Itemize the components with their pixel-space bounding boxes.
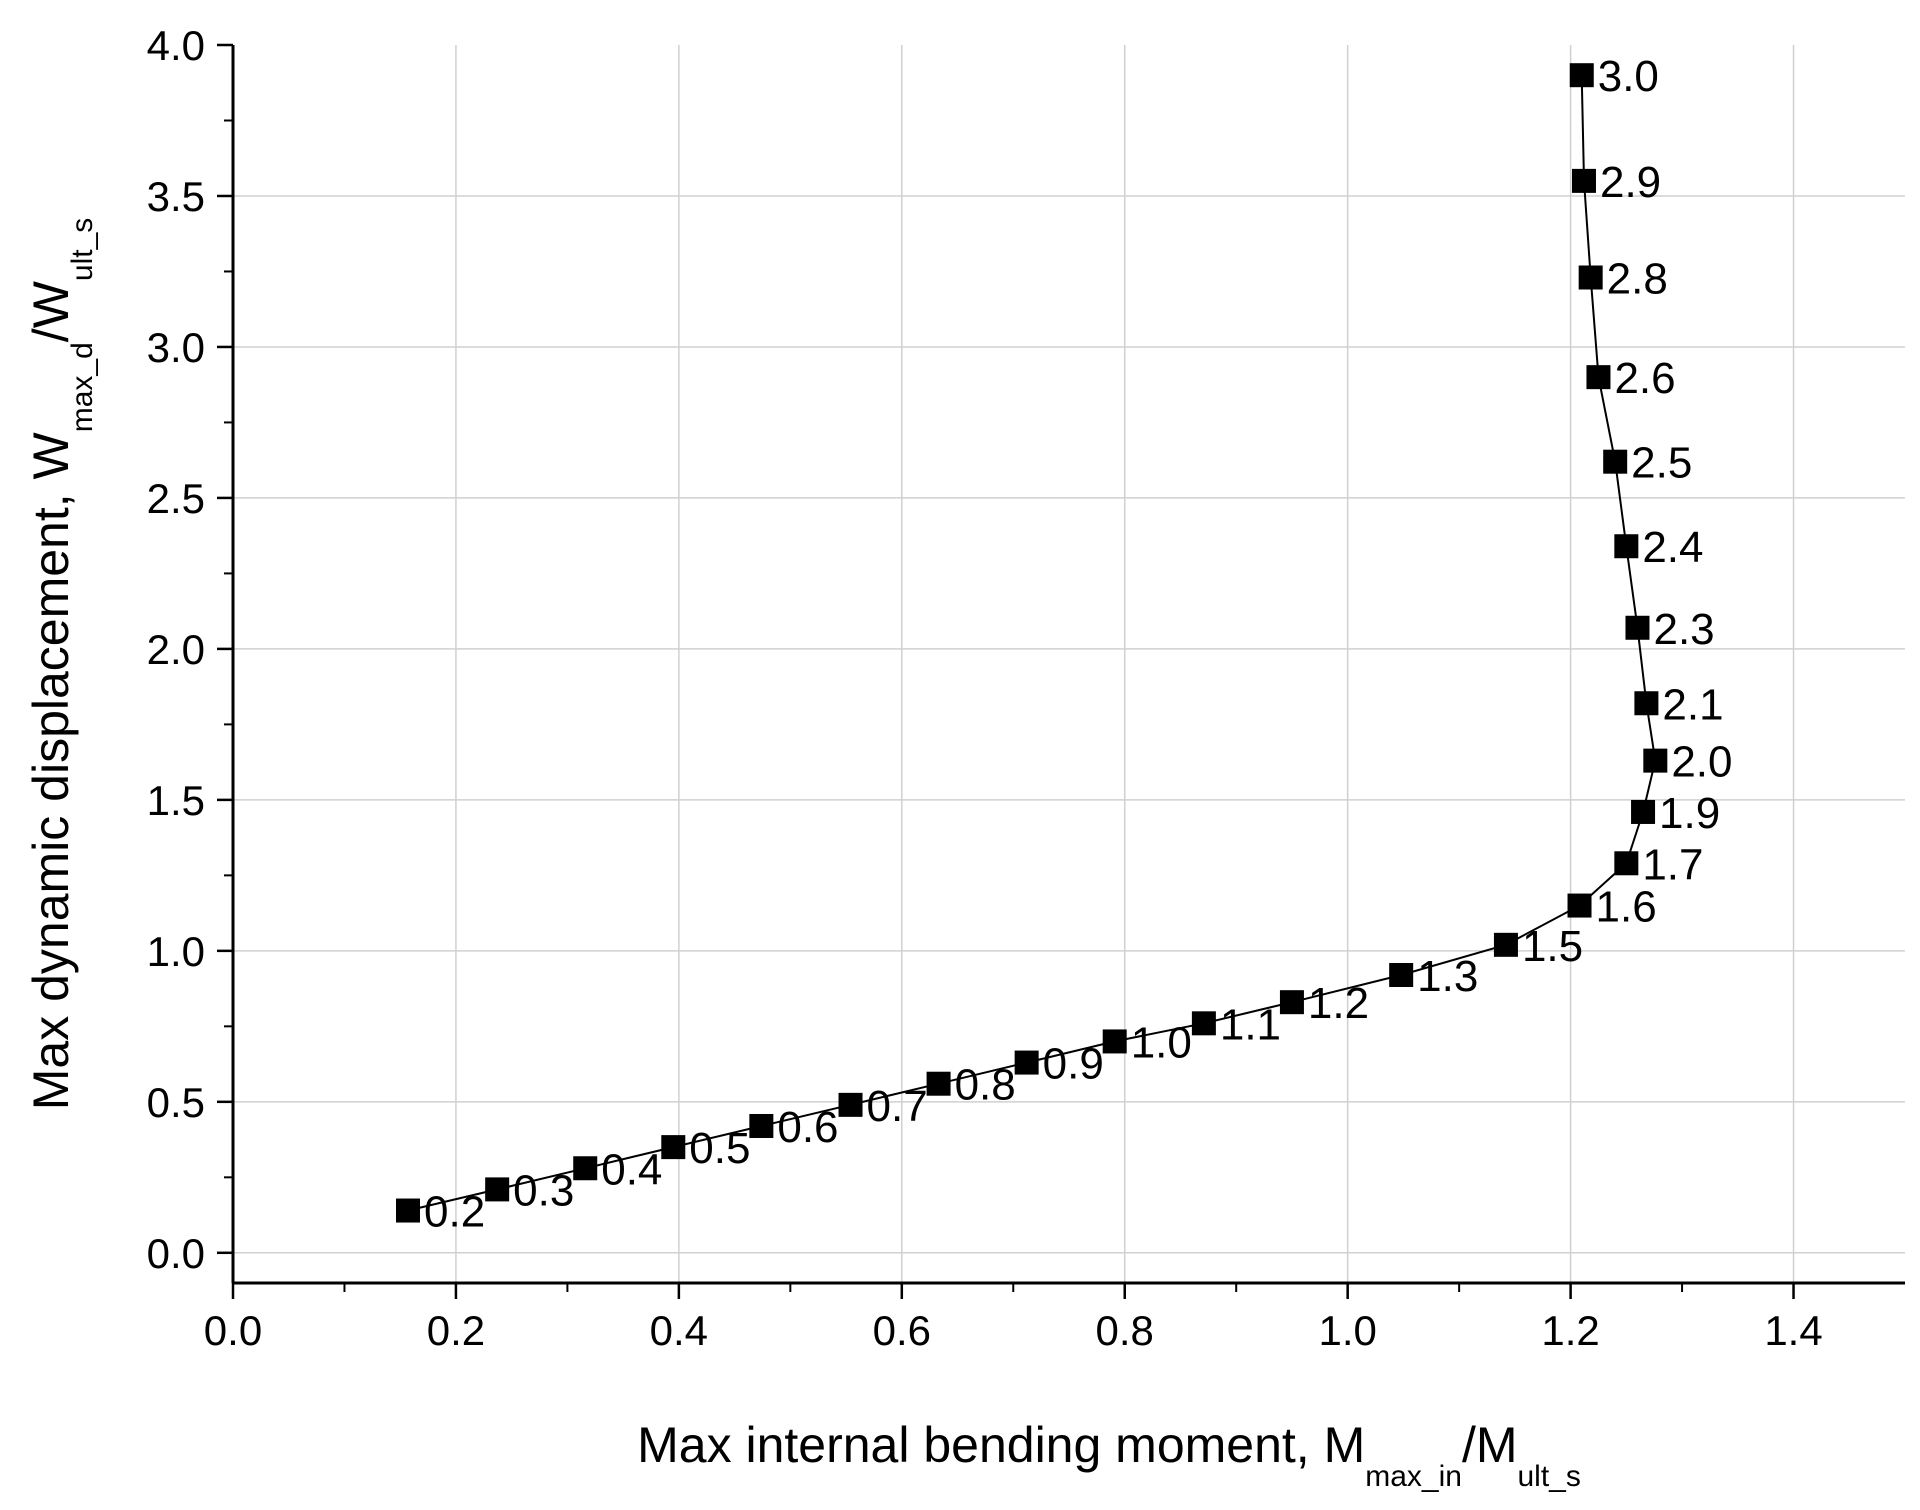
x-tick-label: 0.6 [873,1307,931,1354]
x-tick-label: 0.8 [1096,1307,1154,1354]
data-point-label: 2.3 [1653,605,1714,654]
data-point-marker [396,1198,421,1223]
data-point-marker [1614,534,1639,559]
data-point-label: 0.9 [1043,1040,1104,1089]
data-point-label: 2.9 [1600,158,1661,207]
series-line [407,75,1657,1212]
data-point-marker [1634,691,1659,716]
data-point-marker [1571,168,1596,193]
axes [231,45,1905,1285]
data-point-label: 1.7 [1642,840,1703,889]
data-point-label: 1.5 [1522,922,1583,971]
x-axis-title: Max internal bending moment, Mmax_in/Mul… [637,1417,1581,1493]
data-point-marker [1603,449,1628,474]
data-point-label: 1.6 [1596,883,1657,932]
x-axis-title-mid: /M [1462,1417,1518,1473]
data-point-label: 0.8 [955,1061,1016,1110]
y-axis-title-mid: /W [23,280,79,342]
y-tick-label: 2.5 [147,475,205,522]
data-point-marker [1586,365,1611,390]
data-point-label: 1.3 [1417,952,1478,1001]
y-tick-label: 0.0 [147,1230,205,1277]
y-axis-title-sub2: ult_s [66,218,99,281]
data-point-marker [1569,63,1594,88]
y-tick-label: 0.5 [147,1079,205,1126]
gridlines [233,45,1905,1283]
data-point-label: 3.0 [1598,52,1659,101]
data-point-label: 2.4 [1642,523,1703,572]
data-point-label: 1.2 [1308,979,1369,1028]
data-point-label: 0.5 [689,1124,750,1173]
x-tick-label: 1.2 [1541,1307,1599,1354]
tick-marks [217,43,1795,1299]
data-point-label: 0.6 [777,1103,838,1152]
x-tick-label: 1.4 [1764,1307,1822,1354]
y-tick-label: 4.0 [147,22,205,69]
data-point-label: 1.9 [1659,789,1720,838]
data-point-label: 2.5 [1631,439,1692,488]
x-tick-label: 1.0 [1318,1307,1376,1354]
x-axis-title-sub2: ult_s [1518,1460,1581,1493]
data-point-marker [1191,1011,1216,1036]
y-tick-label: 1.5 [147,777,205,824]
data-point-marker [485,1177,510,1202]
data-point-marker [1102,1029,1127,1054]
y-tick-label: 1.0 [147,928,205,975]
data-point-marker [1643,748,1668,773]
data-point-label: 1.1 [1220,1000,1281,1049]
data-point-label: 0.7 [867,1082,928,1131]
data-point-marker [1279,990,1304,1015]
data-series: 0.2 0.3 0.4 0.5 0.6 0.7 0.8 0.9 1.0 1.1 1.2 1.3 1.5 1… [396,52,1732,1237]
data-point-label: 2.6 [1614,354,1675,403]
data-point-marker [1014,1050,1039,1075]
x-axis-title-main: Max internal bending moment, M [637,1417,1365,1473]
data-point-marker [1493,932,1518,957]
data-point-marker [1614,851,1639,876]
data-point-marker [838,1092,863,1117]
y-tick-label: 3.5 [147,173,205,220]
data-point-marker [1578,265,1603,290]
data-point-label: 1.0 [1131,1018,1192,1067]
data-point-label: 0.2 [424,1188,485,1237]
y-tick-label: 2.0 [147,626,205,673]
data-point-label: 2.0 [1671,738,1732,787]
y-tick-label: 3.0 [147,324,205,371]
data-point-label: 2.8 [1607,255,1668,304]
x-tick-label: 0.4 [650,1307,708,1354]
x-axis-title-sub1: max_in [1365,1460,1462,1493]
data-point-marker [926,1071,951,1096]
data-point-label: 0.3 [513,1166,574,1215]
data-point-marker [1567,893,1592,918]
data-point-label: 0.4 [601,1145,662,1194]
tick-labels: 0.0 0.2 0.4 0.6 0.8 1.0 1.2 1.4 0.0 0.5 1.0 1.5 2.0 2… [147,22,1823,1354]
data-point-label: 2.1 [1662,680,1723,729]
data-point-marker [1631,799,1656,824]
y-axis-title-main: Max dynamic displacement, W [23,431,79,1110]
y-axis-title-sub1: max_d [66,342,99,432]
data-point-marker [1625,615,1650,640]
data-point-marker [661,1135,686,1160]
x-tick-label: 0.0 [204,1307,262,1354]
x-tick-label: 0.2 [427,1307,485,1354]
y-axis-title: Max dynamic displacement, Wmax_d/Wult_s [23,218,99,1111]
data-point-marker [1389,963,1414,988]
data-point-marker [749,1113,774,1138]
data-point-marker [573,1156,598,1181]
